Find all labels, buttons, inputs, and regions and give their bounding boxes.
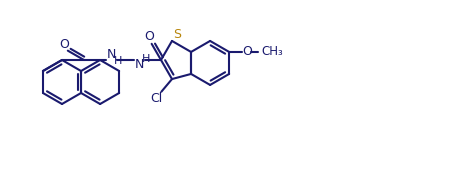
Text: Cl: Cl	[150, 92, 163, 105]
Text: O: O	[59, 38, 69, 51]
Text: N: N	[106, 49, 116, 61]
Text: CH₃: CH₃	[261, 46, 283, 58]
Text: H: H	[142, 54, 150, 64]
Text: S: S	[173, 28, 181, 41]
Text: O: O	[242, 46, 252, 58]
Text: H: H	[114, 56, 122, 66]
Text: O: O	[145, 30, 155, 43]
Text: N: N	[134, 59, 144, 71]
